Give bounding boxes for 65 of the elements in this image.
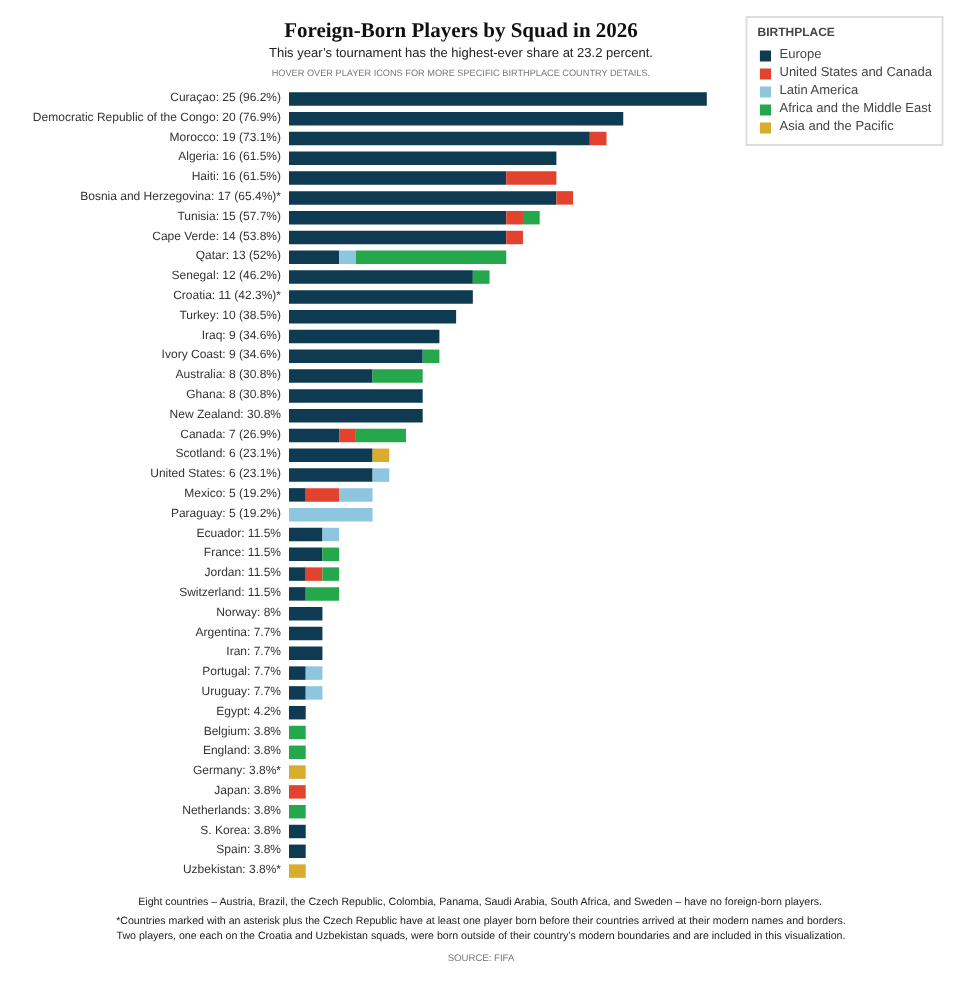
bar — [522, 210, 540, 225]
bar — [305, 666, 323, 680]
bar — [289, 92, 707, 106]
bar — [422, 349, 440, 364]
bar — [289, 527, 323, 542]
bar — [289, 864, 306, 878]
bar — [305, 686, 323, 700]
bar — [289, 606, 323, 621]
bar — [506, 210, 523, 225]
bar — [289, 210, 507, 225]
bar — [305, 488, 340, 502]
bar — [289, 824, 306, 839]
bar — [289, 191, 557, 205]
bar — [289, 389, 423, 403]
bar — [289, 369, 373, 383]
bar — [289, 547, 323, 562]
bar — [289, 844, 306, 859]
bar — [305, 567, 323, 581]
bar — [289, 666, 306, 680]
bar — [289, 507, 373, 522]
bar — [305, 587, 340, 601]
bar — [289, 428, 340, 443]
bar — [289, 765, 306, 779]
bar — [372, 448, 390, 463]
bar — [289, 111, 624, 126]
bar — [506, 230, 523, 245]
bar — [355, 428, 406, 443]
bar — [289, 408, 423, 423]
bar — [289, 567, 306, 581]
bar — [289, 131, 590, 146]
bar — [289, 745, 306, 760]
bar — [289, 171, 507, 185]
bar — [289, 349, 423, 364]
bar — [556, 191, 574, 205]
bar — [289, 329, 440, 344]
bar — [289, 686, 306, 700]
bar — [372, 369, 423, 383]
bar — [289, 151, 557, 166]
chart-title: Foreign-Born Players by Squad in 2026 — [284, 21, 638, 43]
bar — [355, 250, 507, 265]
bar — [339, 250, 356, 265]
bar — [289, 290, 473, 304]
bar — [289, 587, 306, 601]
bar — [322, 567, 340, 581]
bar — [289, 250, 340, 265]
bar — [289, 785, 306, 799]
bar — [289, 448, 373, 463]
bar — [289, 230, 507, 245]
bar — [339, 488, 373, 502]
bar — [289, 626, 323, 641]
bar — [372, 468, 390, 482]
bar — [289, 488, 306, 502]
bar — [289, 309, 457, 324]
bar — [322, 547, 340, 562]
bar — [339, 428, 356, 443]
bar — [506, 171, 557, 185]
bar — [322, 527, 340, 542]
bar — [289, 705, 306, 720]
bar — [289, 725, 306, 740]
bar — [289, 270, 473, 284]
bar — [289, 804, 306, 819]
bar — [472, 270, 490, 284]
bar — [289, 468, 373, 482]
bar — [289, 646, 323, 661]
bar — [589, 131, 607, 146]
